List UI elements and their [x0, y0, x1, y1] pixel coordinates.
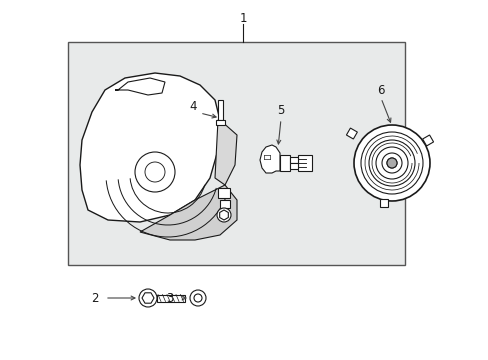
Circle shape	[386, 158, 396, 168]
Circle shape	[375, 147, 407, 179]
Bar	[346, 128, 357, 139]
Text: 4: 4	[189, 100, 196, 113]
Circle shape	[194, 294, 202, 302]
Circle shape	[145, 162, 164, 182]
Polygon shape	[140, 185, 237, 240]
Polygon shape	[215, 120, 237, 185]
Circle shape	[190, 290, 205, 306]
Bar	[220, 200, 229, 208]
Text: 6: 6	[376, 84, 384, 96]
Circle shape	[368, 140, 414, 186]
Bar	[216, 120, 224, 125]
Bar	[379, 199, 387, 207]
Bar	[289, 157, 297, 163]
Text: 3: 3	[166, 292, 173, 305]
Bar	[422, 135, 433, 146]
Text: 5: 5	[277, 104, 284, 117]
Circle shape	[386, 158, 396, 168]
Bar	[297, 155, 311, 171]
Bar	[157, 294, 184, 302]
Bar	[68, 42, 404, 265]
Text: 1: 1	[239, 12, 246, 24]
Text: 2: 2	[91, 292, 99, 305]
Polygon shape	[80, 73, 220, 222]
Bar	[289, 163, 297, 169]
Bar	[218, 188, 229, 198]
Polygon shape	[219, 210, 228, 220]
Polygon shape	[115, 78, 164, 95]
Bar	[218, 100, 223, 120]
Bar	[280, 155, 289, 171]
Circle shape	[360, 132, 422, 194]
Circle shape	[381, 153, 401, 173]
Circle shape	[139, 289, 157, 307]
Circle shape	[217, 208, 230, 222]
Circle shape	[135, 152, 175, 192]
Polygon shape	[260, 145, 280, 173]
Polygon shape	[142, 293, 154, 303]
Circle shape	[353, 125, 429, 201]
